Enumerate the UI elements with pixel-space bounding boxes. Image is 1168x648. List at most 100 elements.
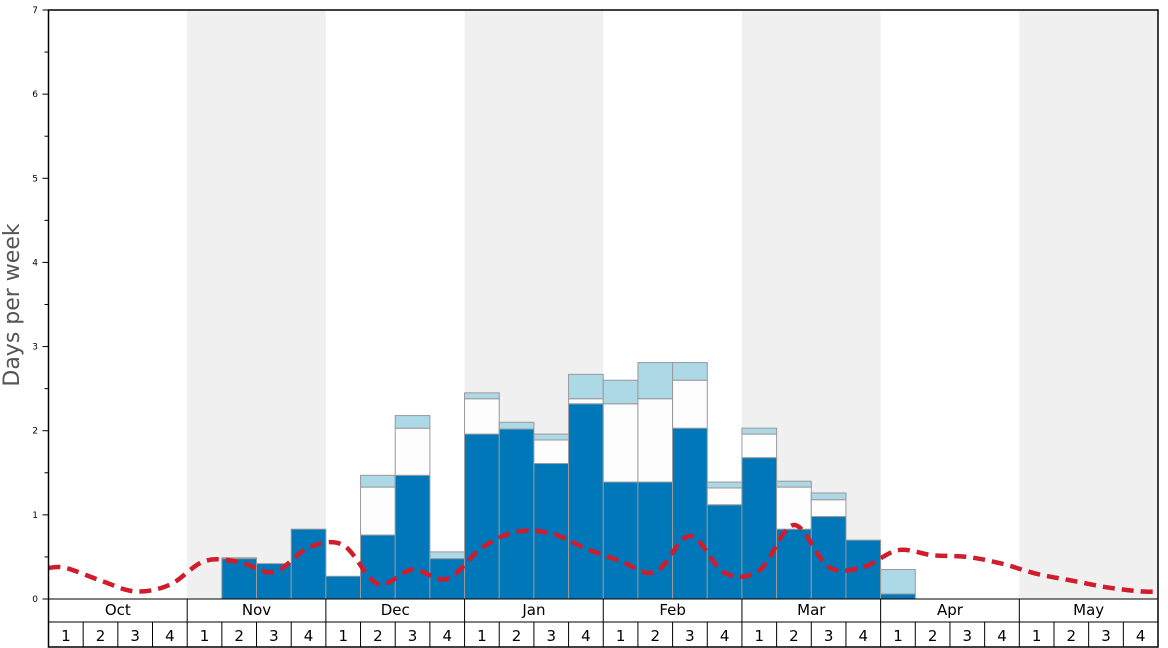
week-label: 2: [96, 627, 106, 645]
month-band: [1019, 10, 1158, 599]
week-label: 4: [581, 627, 591, 645]
bar-segment-middle: [464, 398, 500, 435]
average-line-group: [48, 522, 1159, 594]
bar-segment-middle: [776, 486, 812, 530]
bar-segment-middle: [360, 486, 396, 536]
week-label: 3: [824, 627, 834, 645]
bar-segment-middle: [394, 427, 431, 476]
bar-segment-base: [394, 474, 431, 600]
bar-segment-top: [602, 379, 639, 405]
bar-segment-middle: [741, 433, 778, 459]
bar-segment-top: [880, 569, 916, 595]
week-label: 4: [997, 627, 1007, 645]
y-tick-label: 4: [32, 258, 38, 268]
bar-segment-base: [360, 534, 396, 600]
week-label: 1: [1032, 627, 1042, 645]
week-label: 4: [304, 627, 314, 645]
month-label: Apr: [937, 601, 964, 619]
bar-segment-base: [637, 481, 674, 600]
bar-segment-base: [845, 539, 882, 600]
bar-segment-middle: [672, 379, 708, 429]
week-label: 2: [789, 627, 799, 645]
y-tick-label: 7: [32, 6, 38, 16]
bar-segment-top: [221, 557, 258, 560]
week-label: 3: [408, 627, 418, 645]
month-label: May: [1073, 601, 1104, 619]
week-label: 3: [546, 627, 556, 645]
y-tick-label: 6: [32, 90, 38, 100]
bar-segment-base: [325, 575, 362, 600]
bar-segment-top: [429, 551, 466, 560]
month-label: Dec: [381, 601, 410, 619]
bar-segment-middle: [533, 439, 570, 465]
bar-segment-base: [256, 563, 292, 600]
bar-segment-middle: [637, 398, 674, 483]
bar-segment-base: [498, 428, 535, 600]
week-label: 4: [442, 627, 452, 645]
y-tick-label: 5: [32, 174, 38, 184]
month-band: [187, 10, 326, 599]
bar-segment-top: [360, 474, 396, 488]
bar-segment-top: [706, 481, 743, 489]
week-label: 3: [685, 627, 695, 645]
month-label: Jan: [521, 601, 545, 619]
y-tick-label: 0: [32, 595, 38, 605]
month-label: Mar: [797, 601, 826, 619]
month-label: Nov: [242, 601, 271, 619]
y-tick-label: 2: [32, 427, 38, 437]
bar-segment-top: [741, 427, 778, 435]
bar-segment-base: [290, 528, 327, 600]
y-tick-label: 3: [32, 343, 38, 353]
bar-segment-top: [464, 392, 500, 400]
bar-segment-top: [637, 362, 674, 400]
bar-segment-top: [394, 415, 431, 429]
week-label: 1: [338, 627, 348, 645]
week-label: 4: [1136, 627, 1146, 645]
bar-segment-base: [810, 516, 847, 600]
bar-segment-base: [672, 427, 708, 600]
week-label: 3: [130, 627, 140, 645]
week-label: 3: [1101, 627, 1111, 645]
bar-segment-top: [533, 433, 570, 441]
bar-segment-base: [776, 528, 812, 600]
bar-segment-middle: [602, 403, 639, 483]
week-label: 4: [165, 627, 175, 645]
bar-segment-base: [880, 593, 916, 600]
bar-segment-top: [672, 362, 708, 381]
bar-segment-top: [810, 492, 847, 501]
x-axis: Oct Nov Dec Jan Feb Mar Apr May 1 2 3 4 1 2 3 4 1 2 3 4 1 2 3 4…: [48, 598, 1158, 647]
y-tick-label: 1: [32, 511, 38, 521]
bar-segment-top: [498, 421, 535, 430]
week-label: 2: [512, 627, 522, 645]
y-axis-label: Days per week: [0, 223, 25, 386]
week-label: 4: [859, 627, 869, 645]
week-label: 4: [720, 627, 730, 645]
bar-segment-middle: [706, 487, 743, 506]
average-line: [48, 522, 1159, 594]
bar-segment-top: [776, 480, 812, 488]
bar-segment-middle: [568, 398, 604, 405]
week-label: 3: [963, 627, 973, 645]
week-label: 1: [61, 627, 71, 645]
month-label: Feb: [659, 601, 686, 619]
bar-segment-base: [568, 403, 604, 600]
y-axis: 0 1 2 3 4 5 6 7: [32, 6, 49, 605]
week-label: 3: [269, 627, 279, 645]
week-label: 1: [200, 627, 210, 645]
week-label: 2: [1067, 627, 1077, 645]
bar-segment-middle: [810, 499, 847, 518]
month-bands: [187, 10, 1158, 599]
month-label: Oct: [105, 601, 131, 619]
week-label: 1: [477, 627, 487, 645]
bar-segment-base: [602, 481, 639, 600]
week-label: 1: [893, 627, 903, 645]
bar-segment-base: [706, 504, 743, 600]
week-label: 2: [928, 627, 938, 645]
week-label: 1: [755, 627, 765, 645]
week-label: 1: [616, 627, 626, 645]
week-label: 2: [373, 627, 383, 645]
week-label: 2: [650, 627, 660, 645]
bar-segment-top: [568, 373, 604, 400]
week-label: 2: [234, 627, 244, 645]
